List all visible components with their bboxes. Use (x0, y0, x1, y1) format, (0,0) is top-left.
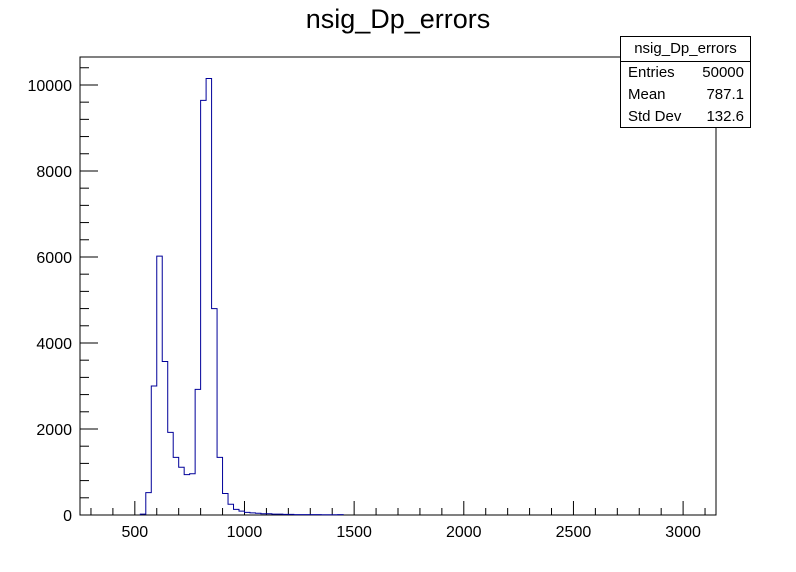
histogram-bin (173, 457, 178, 515)
histogram-bin (140, 514, 145, 515)
y-axis: 0 2000 4000 6000 8000 10000 (28, 67, 98, 525)
histogram-bin (223, 493, 228, 515)
histogram-bin (244, 512, 249, 515)
histogram-bin (201, 100, 206, 515)
x-axis: 500 1000 1500 2000 2500 3000 (90, 501, 706, 541)
stats-value: 50000 (702, 64, 744, 81)
y-tick-label: 6000 (36, 250, 72, 267)
stats-label: Entries (628, 64, 675, 81)
histogram-bin (266, 514, 271, 515)
x-tick-label: 1000 (227, 524, 263, 541)
histogram-bin (250, 513, 255, 515)
histogram-bin (255, 513, 260, 515)
stats-box: nsig_Dp_errors Entries 50000 Mean 787.1 … (620, 36, 751, 128)
y-tick-label: 8000 (36, 164, 72, 181)
histogram-bin (146, 493, 151, 515)
histogram-bin (272, 514, 277, 515)
histogram-bin (239, 511, 244, 515)
histogram-bin (184, 475, 189, 515)
histogram-bin (162, 361, 167, 515)
histogram-bin (277, 514, 282, 515)
y-tick-label: 4000 (36, 336, 72, 353)
histogram-bin (168, 432, 173, 515)
histogram-bin (206, 79, 211, 515)
x-tick-label: 2500 (556, 524, 592, 541)
histogram-bin (195, 389, 200, 515)
histogram-bin (217, 457, 222, 515)
histogram-bin (179, 467, 184, 515)
histogram-bin (190, 474, 195, 515)
histogram-bin (261, 514, 266, 515)
histogram-line (139, 78, 344, 516)
stats-row-stddev: Std Dev 132.6 (621, 106, 750, 128)
x-tick-label: 3000 (665, 524, 701, 541)
histogram-bin (228, 504, 233, 515)
x-tick-label: 500 (121, 524, 148, 541)
histogram-bin (288, 514, 293, 515)
stats-box-title: nsig_Dp_errors (621, 37, 750, 62)
x-tick-label: 1500 (336, 524, 372, 541)
histogram-bin (151, 386, 156, 515)
stats-label: Std Dev (628, 108, 682, 125)
stats-row-entries: Entries 50000 (621, 62, 750, 84)
stats-value: 787.1 (706, 86, 744, 103)
y-tick-label: 2000 (36, 422, 72, 439)
x-tick-label: 2000 (446, 524, 482, 541)
stats-row-mean: Mean 787.1 (621, 84, 750, 106)
y-tick-label: 0 (63, 508, 72, 525)
histogram-bin (212, 309, 217, 515)
stats-value: 132.6 (706, 108, 744, 125)
chart-title: nsig_Dp_errors (305, 4, 491, 34)
histogram-bin (157, 256, 162, 515)
histogram-bin (283, 514, 288, 515)
y-tick-label: 10000 (28, 78, 73, 95)
histogram-bin (234, 509, 239, 515)
stats-label: Mean (628, 86, 666, 103)
